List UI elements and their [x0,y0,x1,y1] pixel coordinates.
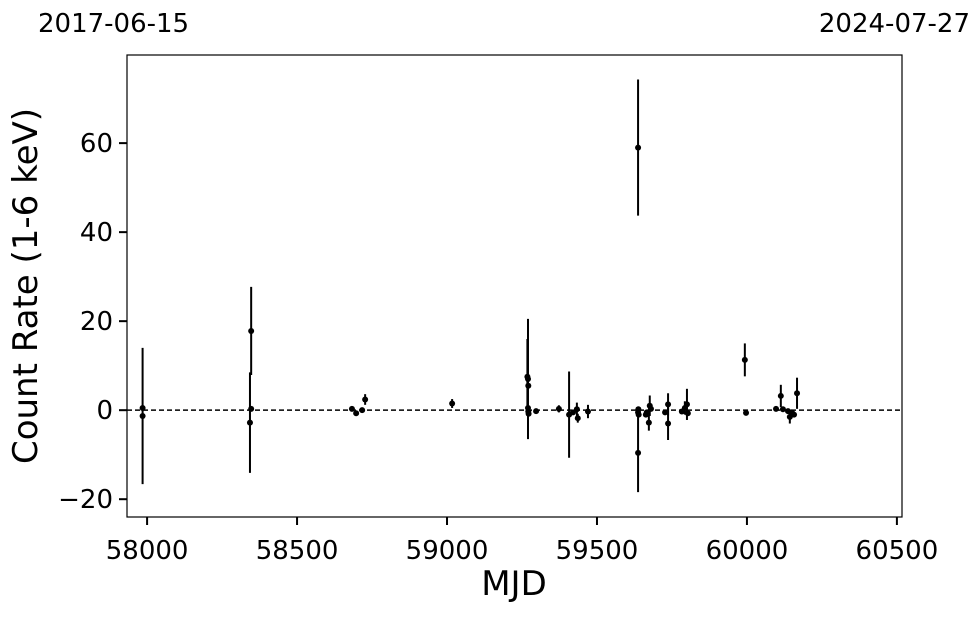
data-point [662,409,669,416]
data-point [635,449,642,456]
x-tick-label: 59000 [406,536,489,566]
y-tick-label: −20 [58,485,113,515]
data-point [248,405,255,412]
data-point [635,406,642,413]
data-point [524,376,531,383]
end-date: 2024-07-27 [819,9,970,39]
data-point [684,410,691,417]
y-tick-label: 0 [96,396,113,426]
data-point [362,396,369,403]
x-axis-label: MJD [481,564,547,604]
plot-frame [126,54,903,518]
data-point [779,406,786,413]
data-point [353,410,360,417]
data-point [246,419,253,426]
data-point [584,408,591,415]
y-axis-label: Count Rate (1-6 keV) [6,108,46,464]
x-tick-label: 60000 [706,536,789,566]
x-tick-label: 58500 [256,536,339,566]
data-point [359,407,366,414]
data-point [773,405,780,412]
data-point [665,401,672,408]
y-tick-label: 60 [80,129,113,159]
x-tick-label: 60500 [856,536,939,566]
data-point [777,392,784,399]
data-point [555,405,562,412]
data-point [794,390,801,397]
data-point [533,408,540,415]
data-point [635,144,642,151]
data-point [643,409,650,416]
y-tick-label: 20 [80,307,113,337]
x-tick-label: 59500 [556,536,639,566]
data-point [139,404,146,411]
data-point [248,327,255,334]
data-point [573,406,580,413]
start-date: 2017-06-15 [38,9,189,39]
data-point [743,409,750,416]
data-point [635,411,642,418]
data-point [741,356,748,363]
data-point [665,420,672,427]
x-tick-label: 58000 [106,536,189,566]
data-point [139,412,146,419]
data-point [683,401,690,408]
data-point [525,410,532,417]
data-point [574,415,581,422]
data-point [449,400,456,407]
data-point [348,405,355,412]
data-point [645,419,652,426]
data-point [791,411,798,418]
data-point [525,382,532,389]
data-point [647,405,654,412]
y-tick-label: 40 [80,218,113,248]
